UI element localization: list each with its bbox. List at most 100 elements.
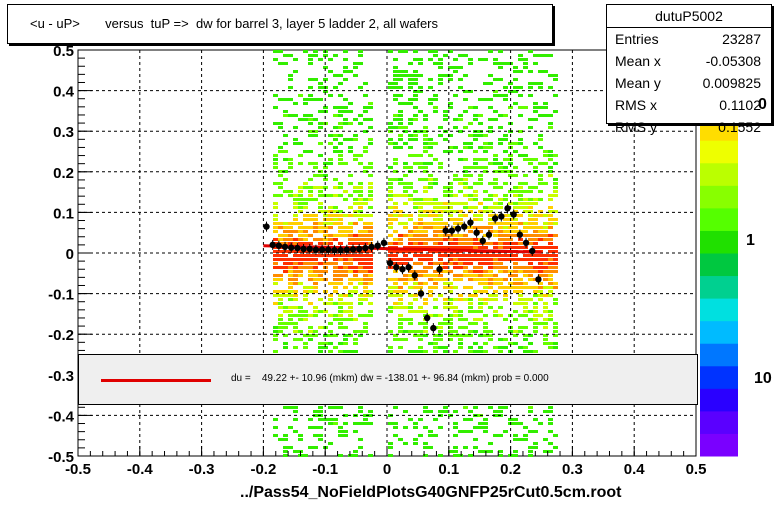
heat-cell [368, 282, 373, 285]
heat-cell [338, 122, 343, 125]
heat-cell [428, 174, 433, 177]
heat-cell [318, 110, 323, 113]
heat-cell [278, 274, 283, 277]
heat-cell [418, 222, 423, 225]
heat-cell [358, 446, 363, 449]
heat-cell [448, 450, 453, 453]
heat-cell [473, 342, 478, 345]
heat-cell [313, 314, 318, 317]
heat-cell [518, 58, 523, 61]
heat-cell [538, 174, 543, 177]
stats-key: RMS x [615, 97, 657, 113]
heat-cell [418, 274, 423, 277]
heat-cell [448, 246, 453, 249]
heat-cell [443, 254, 448, 257]
heat-cell [413, 70, 418, 73]
heat-cell [453, 234, 458, 237]
heat-cell [423, 146, 428, 149]
heat-cell [518, 266, 523, 269]
heat-cell [423, 326, 428, 329]
heat-cell [493, 410, 498, 413]
heat-cell [448, 194, 453, 197]
heat-cell [388, 294, 393, 297]
heat-cell [273, 302, 278, 305]
heat-cell [448, 190, 453, 193]
heat-cell [273, 418, 278, 421]
heat-cell [433, 158, 438, 161]
heat-cell [328, 214, 333, 217]
heat-cell [398, 238, 403, 241]
heat-cell [508, 418, 513, 421]
heat-cell [533, 418, 538, 421]
heat-cell [443, 250, 448, 253]
heat-cell [538, 246, 543, 249]
heat-cell [503, 270, 508, 273]
heat-cell [293, 214, 298, 217]
heat-cell [508, 154, 513, 157]
heat-cell [338, 230, 343, 233]
heat-cell [388, 186, 393, 189]
heat-cell [543, 286, 548, 289]
heat-cell [458, 202, 463, 205]
heat-cell [438, 410, 443, 413]
heat-cell [408, 274, 413, 277]
heat-cell [468, 238, 473, 241]
heat-cell [418, 306, 423, 309]
heat-cell [533, 350, 538, 353]
heat-cell [283, 170, 288, 173]
heat-cell [543, 410, 548, 413]
stats-key: Mean x [615, 53, 661, 69]
heat-cell [483, 326, 488, 329]
heat-cell [343, 70, 348, 73]
heat-cell [273, 50, 278, 53]
heat-cell [418, 434, 423, 437]
heat-cell [363, 274, 368, 277]
heat-cell [278, 62, 283, 65]
heat-cell [323, 166, 328, 169]
heat-cell [458, 54, 463, 57]
heat-cell [488, 126, 493, 129]
heat-cell [438, 338, 443, 341]
heat-cell [398, 122, 403, 125]
heat-cell [423, 350, 428, 353]
heat-cell [413, 242, 418, 245]
heat-cell [473, 330, 478, 333]
heat-cell [448, 210, 453, 213]
heat-cell [443, 322, 448, 325]
heat-cell [298, 254, 303, 257]
heat-cell [423, 234, 428, 237]
heat-cell [488, 194, 493, 197]
heat-cell [458, 334, 463, 337]
heat-cell [498, 94, 503, 97]
heat-cell [433, 50, 438, 53]
heat-cell [313, 426, 318, 429]
heat-cell [518, 154, 523, 157]
profile-point [522, 239, 530, 247]
heat-cell [473, 158, 478, 161]
heat-cell [448, 262, 453, 265]
heat-cell [298, 206, 303, 209]
heat-cell [333, 266, 338, 269]
heat-cell [453, 310, 458, 313]
heat-cell [313, 174, 318, 177]
heat-cell [468, 454, 473, 457]
heat-cell [443, 138, 448, 141]
heat-cell [388, 50, 393, 53]
heat-cell [438, 326, 443, 329]
heat-cell [513, 218, 518, 221]
heat-cell [463, 334, 468, 337]
heat-cell [483, 254, 488, 257]
heat-cell [403, 278, 408, 281]
heat-cell [393, 114, 398, 117]
heat-cell [408, 270, 413, 273]
heat-cell [398, 118, 403, 121]
heat-cell [493, 178, 498, 181]
heat-cell [493, 314, 498, 317]
heat-cell [288, 226, 293, 229]
heat-cell [473, 290, 478, 293]
heat-cell [368, 238, 373, 241]
heat-cell [388, 286, 393, 289]
heat-cell [403, 186, 408, 189]
heat-cell [488, 142, 493, 145]
heat-cell [458, 326, 463, 329]
